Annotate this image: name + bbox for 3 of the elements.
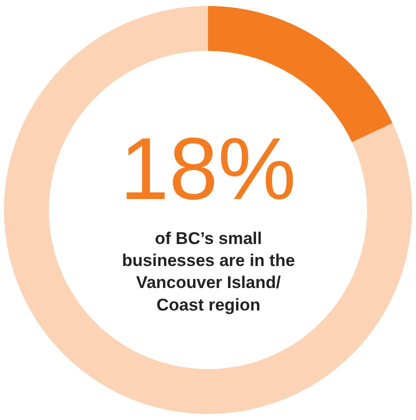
donut-slice [4,6,412,414]
data-label: 18% [120,119,296,218]
text: of BC’s small businesses are in the Vancouver Island/ Coast region [122,229,295,314]
